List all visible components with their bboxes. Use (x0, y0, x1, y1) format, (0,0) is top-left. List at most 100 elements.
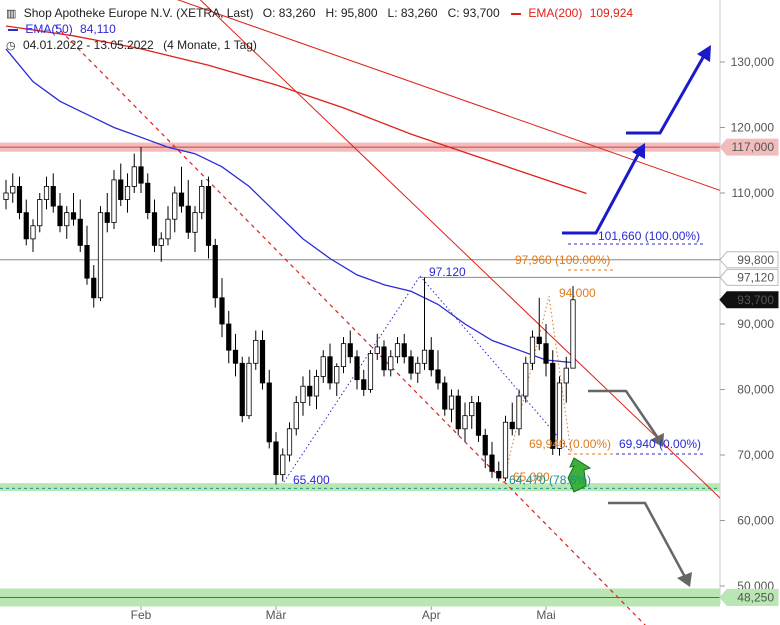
label-high-97120: 97.120 (429, 265, 466, 279)
candle-body (124, 186, 131, 200)
candle (334, 363, 340, 397)
candle (30, 219, 36, 252)
candle (563, 356, 569, 403)
candle-body (435, 369, 441, 384)
blue-scenario-path-2 (626, 53, 707, 135)
candle-body (70, 212, 77, 220)
candle-body (496, 470, 502, 479)
price-tag-bg (719, 251, 779, 269)
candle-body (97, 212, 104, 299)
candle-body (259, 339, 266, 384)
candle-body (273, 441, 279, 476)
candle (496, 461, 502, 482)
candle-body (293, 402, 299, 430)
candle-body (16, 186, 23, 214)
candle (232, 333, 239, 377)
candle-body (192, 212, 198, 233)
candle (266, 369, 272, 449)
candle (394, 337, 401, 364)
label-fib-blue-0: 69,940 (0.00%) (619, 437, 701, 451)
candle-body (111, 179, 117, 223)
candle (50, 173, 56, 213)
candle (118, 163, 124, 207)
candle-body (91, 277, 97, 299)
candle-body (131, 166, 137, 187)
candle (185, 179, 191, 239)
candle-body (185, 205, 191, 233)
candle-body (428, 349, 434, 371)
candle-body (286, 428, 293, 456)
candle (219, 278, 225, 338)
candle (23, 199, 29, 246)
candle (543, 324, 549, 377)
candle (37, 193, 43, 233)
candle-body (367, 353, 374, 390)
x-tick-label: Apr (422, 608, 441, 622)
candle (286, 422, 293, 462)
candle-body (482, 434, 488, 456)
candle-body (43, 186, 50, 200)
label-fib-786: 64,470 (78.6%) (509, 473, 591, 487)
candles (3, 147, 576, 485)
candle-body (84, 244, 90, 279)
candle (10, 173, 16, 203)
candle-body (502, 421, 509, 479)
price-tags: 117,000 99,800 97,120 93,700 48,250 (719, 138, 779, 606)
price-tag-label: 99,800 (737, 253, 774, 267)
candle (361, 369, 367, 397)
candle-body (550, 362, 556, 449)
x-tick-label: Mär (266, 608, 287, 622)
legend-title-row: ▥ Shop Apotheke Europe N.V. (XETRA, Last… (6, 6, 633, 20)
candle (421, 277, 428, 370)
ema50-label: EMA(50) (25, 22, 73, 36)
candle-body (570, 299, 576, 369)
candle (226, 310, 232, 364)
candle (57, 193, 63, 233)
bearish-scenario-arrow-2 (608, 501, 692, 587)
blue-scenario-path (562, 150, 642, 235)
candle (408, 350, 414, 380)
candle-body (374, 346, 380, 354)
candle (84, 225, 90, 285)
candle (401, 333, 407, 364)
price-tag-bg (719, 291, 779, 309)
price-tag: 93,700 (719, 291, 779, 309)
y-tick-label: 80,000 (737, 383, 774, 397)
candle-body (394, 343, 401, 358)
candle (388, 350, 394, 377)
price-tag-bg (719, 268, 779, 286)
candle (172, 186, 178, 233)
candle-body (212, 244, 218, 299)
candle-body (30, 225, 36, 240)
candle (205, 176, 212, 259)
candle-body (421, 349, 428, 364)
candle-body (327, 356, 333, 384)
ohlc-values: O: 83,260 H: 95,800 L: 83,260 C: 93,700 (262, 6, 500, 20)
blue-arrowhead-1 (632, 143, 645, 159)
candle-body (145, 182, 151, 214)
ema200-label: EMA(200) (528, 6, 583, 20)
candle-body (178, 192, 185, 207)
candle-body (334, 366, 340, 384)
candle (502, 415, 509, 482)
candle-body (313, 375, 320, 397)
range-note: (4 Monate, 1 Tag) (163, 38, 257, 52)
candle (442, 376, 448, 416)
price-tag: 99,800 (719, 251, 779, 269)
candle (145, 173, 151, 220)
candle (570, 286, 576, 369)
candle (313, 369, 320, 410)
ema200-swatch (510, 12, 521, 15)
candle-body (340, 343, 347, 367)
label-low-65080: 65.080 (513, 470, 550, 484)
y-tick-label: 130,000 (731, 55, 775, 69)
candle (307, 369, 313, 406)
candle-body (543, 343, 549, 364)
blue-arrowhead-2 (697, 45, 711, 62)
candle (482, 428, 488, 469)
legend-range-row: ◷ 04.01.2022 - 13.05.2022 (4 Monate, 1 T… (6, 38, 257, 52)
y-tick-label: 120,000 (731, 121, 775, 135)
candle (131, 153, 137, 193)
